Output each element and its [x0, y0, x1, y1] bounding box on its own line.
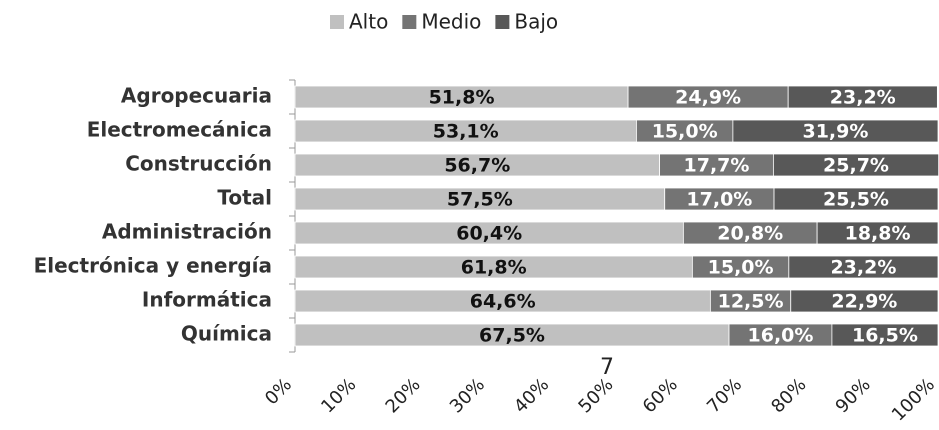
- bar-segment: [790, 289, 939, 313]
- value-label: 22,9%: [831, 291, 897, 313]
- value-label: 15,0%: [652, 121, 718, 143]
- x-tick-label: 40%: [510, 374, 553, 417]
- y-tick-label: Electromecánica: [87, 118, 272, 142]
- value-label: 23,2%: [830, 257, 896, 279]
- value-label: 17,0%: [686, 189, 752, 211]
- value-label: 23,2%: [830, 87, 896, 109]
- legend-label: Medio: [421, 10, 481, 34]
- value-label: 16,5%: [852, 325, 918, 347]
- x-tick-label: 100%: [888, 374, 939, 425]
- bar-segment: [787, 85, 938, 109]
- x-tick-label: 80%: [767, 374, 810, 417]
- value-label: 51,8%: [429, 87, 495, 109]
- y-tick-label: Administración: [102, 220, 272, 244]
- value-label: 20,8%: [717, 223, 783, 245]
- value-label: 31,9%: [802, 121, 868, 143]
- value-label: 16,0%: [748, 325, 814, 347]
- value-label: 64,6%: [470, 291, 536, 313]
- bar-segment: [816, 221, 939, 245]
- value-label: 67,5%: [479, 325, 545, 347]
- x-tick-label: 20%: [382, 374, 425, 417]
- value-label: 56,7%: [444, 155, 510, 177]
- value-label: 25,7%: [823, 155, 889, 177]
- y-tick-label: Electrónica y energía: [34, 254, 272, 278]
- value-label: 61,8%: [461, 257, 527, 279]
- x-tick-label: 10%: [317, 374, 360, 417]
- y-tick-label: Total: [217, 186, 272, 210]
- legend-label: Bajo: [514, 10, 558, 34]
- value-label: 53,1%: [433, 121, 499, 143]
- annotation: 7: [600, 355, 614, 380]
- x-tick-label: 0%: [261, 374, 296, 409]
- x-tick-label: 50%: [574, 374, 617, 417]
- legend-swatch: [495, 15, 510, 29]
- bar-segment: [773, 187, 939, 211]
- bar-segment: [831, 323, 939, 347]
- value-label: 60,4%: [456, 223, 522, 245]
- value-label: 15,0%: [708, 257, 774, 279]
- bar-segment: [732, 119, 939, 143]
- y-tick-label: Química: [181, 322, 272, 346]
- value-label: 18,8%: [845, 223, 911, 245]
- x-tick-label: 30%: [446, 374, 489, 417]
- legend-swatch: [402, 15, 417, 29]
- value-label: 25,5%: [823, 189, 889, 211]
- legend-label: Alto: [349, 10, 388, 34]
- value-label: 24,9%: [675, 87, 741, 109]
- bar-segment: [788, 255, 939, 279]
- x-tick-label: 90%: [832, 374, 875, 417]
- y-tick-label: Informática: [142, 288, 272, 312]
- value-label: 17,7%: [684, 155, 750, 177]
- x-tick-label: 60%: [639, 374, 682, 417]
- y-tick-label: Construcción: [125, 152, 272, 176]
- legend-swatch: [330, 15, 344, 29]
- x-tick-label: 70%: [703, 374, 746, 417]
- value-label: 57,5%: [447, 189, 513, 211]
- value-label: 12,5%: [718, 291, 784, 313]
- y-tick-label: Agropecuaria: [121, 84, 272, 108]
